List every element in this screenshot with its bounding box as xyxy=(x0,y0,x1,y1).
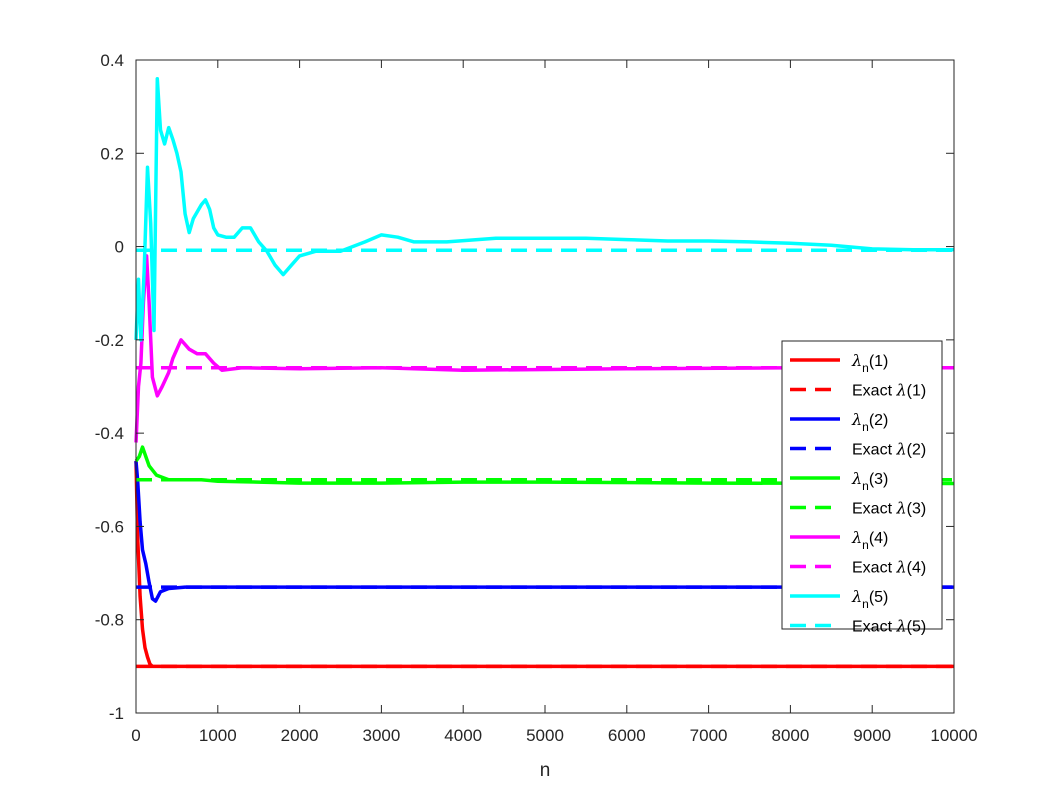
legend-label: Exact λ(1) xyxy=(852,381,926,400)
x-tick-label: 0 xyxy=(131,726,140,745)
legend-symbol: λ xyxy=(851,351,862,370)
x-tick-label: 5000 xyxy=(526,726,564,745)
x-tick-label: 4000 xyxy=(444,726,482,745)
x-tick-label: 3000 xyxy=(362,726,400,745)
legend-subscript: n xyxy=(862,361,869,375)
x-tick-label: 6000 xyxy=(608,726,646,745)
y-tick-label: 0 xyxy=(115,238,124,257)
legend-symbol: λ xyxy=(851,528,862,547)
y-tick-label: -0.4 xyxy=(95,424,124,443)
axis-ticks: 0 1000 2000 3000 4000 5000 6000 7000 8000 9000 100… xyxy=(95,51,978,745)
x-axis-label: n xyxy=(540,760,551,781)
legend-suffix: (4) xyxy=(907,560,927,577)
y-tick-label: 0.2 xyxy=(100,144,124,163)
series-lines xyxy=(134,76,955,669)
legend-symbol: λ xyxy=(895,617,906,636)
legend-suffix: (2) xyxy=(907,442,927,459)
y-tick-label: -0.8 xyxy=(95,611,124,630)
y-tick-label: 0.4 xyxy=(100,51,124,70)
legend-box xyxy=(781,340,943,630)
legend-suffix: (1) xyxy=(907,383,927,400)
legend-prefix: Exact xyxy=(852,442,896,459)
legend-subscript: n xyxy=(862,597,869,611)
legend-suffix: (1) xyxy=(869,353,889,370)
x-tick-label: 8000 xyxy=(771,726,809,745)
x-tick-label: 7000 xyxy=(690,726,728,745)
legend-suffix: (3) xyxy=(869,471,889,488)
legend-suffix: (3) xyxy=(907,501,927,518)
legend-label: Exact λ(3) xyxy=(852,499,926,518)
legend-symbol: λ xyxy=(851,469,862,488)
legend-symbol: λ xyxy=(895,381,906,400)
legend-subscript: n xyxy=(862,538,869,552)
legend-prefix: Exact xyxy=(852,560,896,577)
legend-suffix: (4) xyxy=(869,530,889,547)
y-tick-label: -1 xyxy=(109,704,124,723)
legend-label: Exact λ(4) xyxy=(852,558,926,577)
legend-subscript: n xyxy=(862,479,869,493)
legend-prefix: Exact xyxy=(852,501,896,518)
legend-subscript: n xyxy=(862,420,869,434)
legend-label: Exact λ(5) xyxy=(852,617,926,636)
legend-prefix: Exact xyxy=(852,383,896,400)
legend-symbol: λ xyxy=(851,587,862,606)
legend-label: λn(3) xyxy=(851,469,888,493)
legend-symbol: λ xyxy=(895,499,906,518)
legend-label: λn(4) xyxy=(851,528,888,552)
legend-prefix: Exact xyxy=(852,619,896,636)
legend-suffix: (5) xyxy=(869,589,889,606)
x-tick-label: 1000 xyxy=(199,726,237,745)
legend-label: λn(1) xyxy=(851,351,888,375)
series-line-3 xyxy=(134,460,954,603)
x-tick-label: 10000 xyxy=(930,726,977,745)
series-line-9 xyxy=(134,76,954,342)
legend: λn(1)Exact λ(1)λn(2)Exact λ(2)λn(3)Exact… xyxy=(781,340,943,636)
legend-label: Exact λ(2) xyxy=(852,440,926,459)
x-tick-label: 9000 xyxy=(853,726,891,745)
legend-symbol: λ xyxy=(895,440,906,459)
legend-symbol: λ xyxy=(895,558,906,577)
y-tick-label: -0.6 xyxy=(95,517,124,536)
legend-symbol: λ xyxy=(851,410,862,429)
legend-suffix: (5) xyxy=(907,619,927,636)
y-tick-label: -0.2 xyxy=(95,331,124,350)
legend-label: λn(5) xyxy=(851,587,888,611)
x-tick-label: 2000 xyxy=(281,726,319,745)
legend-suffix: (2) xyxy=(869,412,889,429)
legend-label: λn(2) xyxy=(851,410,888,434)
